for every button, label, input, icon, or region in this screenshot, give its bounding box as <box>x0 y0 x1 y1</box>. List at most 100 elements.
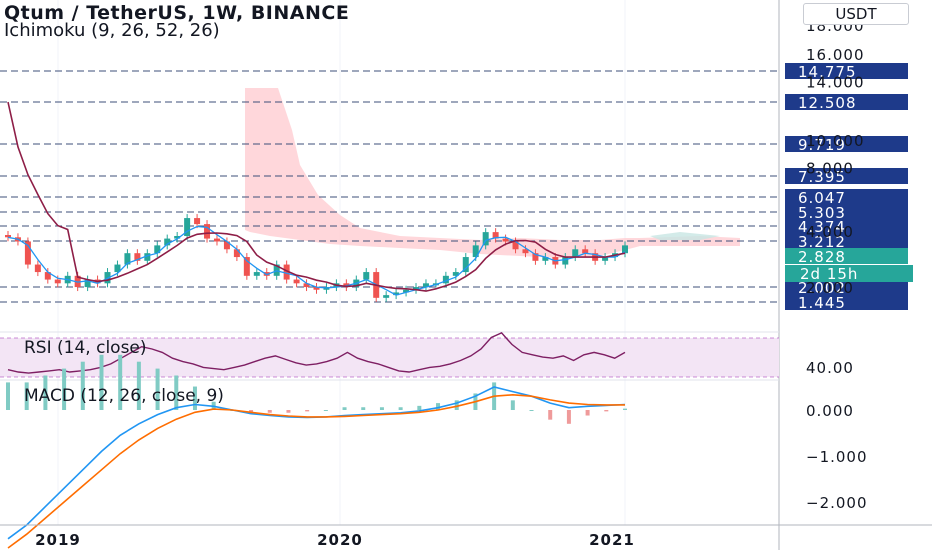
macd-hist-29 <box>548 410 553 420</box>
candle-47 <box>472 245 479 258</box>
level-label-bg-4 <box>785 189 908 205</box>
price-tick-2: 14.000 <box>806 74 865 92</box>
cloud-area <box>245 88 740 258</box>
candle-23 <box>233 249 240 258</box>
time-axis[interactable]: 2019 2020 2021 <box>0 524 932 549</box>
macd-hist-27 <box>510 400 515 410</box>
candle-38 <box>383 295 390 298</box>
macd-hist-32 <box>604 410 609 412</box>
macd-hist-0 <box>6 382 10 410</box>
candle-2 <box>24 241 31 265</box>
time-tick-2: 2021 <box>589 531 635 549</box>
candle-36 <box>363 272 370 280</box>
candle-4 <box>44 272 51 280</box>
macd-tick-2: −2.000 <box>806 494 868 512</box>
ichimoku-lines <box>7 101 626 296</box>
candle-11 <box>114 264 121 273</box>
level-label-bg-8 <box>785 279 908 295</box>
candle-13 <box>134 253 141 261</box>
macd-hist-14 <box>267 410 272 413</box>
candle-46 <box>462 257 469 273</box>
price-axis[interactable]: 18.00016.00014.00010.0008.0004.0002.0002… <box>785 17 913 297</box>
rsi-pane[interactable]: 40.00 <box>0 332 854 378</box>
candle-12 <box>124 253 131 265</box>
macd-hist-7 <box>136 361 141 410</box>
macd-hist-24 <box>454 400 459 410</box>
macd-label[interactable]: MACD (12, 26, close, 9) <box>24 386 224 406</box>
candle-42 <box>422 283 429 288</box>
chart-title: Qtum / TetherUS, 1W, BINANCE <box>4 2 350 24</box>
price-tick-6: 2.000 <box>806 279 854 297</box>
candle-22 <box>223 241 230 250</box>
indicator-label[interactable]: Ichimoku (9, 26, 52, 26) <box>4 20 220 41</box>
price-tick-3: 10.000 <box>806 132 865 150</box>
candle-31 <box>313 287 320 290</box>
candle-62 <box>622 245 628 254</box>
cloud-future-green <box>650 232 720 240</box>
ichimoku-cloud <box>245 88 740 258</box>
candle-29 <box>293 279 300 284</box>
candle-25 <box>253 272 260 276</box>
price-tick-1: 16.000 <box>806 46 865 64</box>
macd-hist-2 <box>43 375 48 410</box>
macd-hist-30 <box>566 410 571 424</box>
rsi-line <box>7 332 626 374</box>
candle-53 <box>532 253 539 261</box>
candle-3 <box>34 264 41 273</box>
level-label-bg-6 <box>785 218 908 234</box>
rsi-label[interactable]: RSI (14, close) <box>24 338 147 358</box>
candle-60 <box>602 257 609 261</box>
macd-hist-9 <box>174 375 179 410</box>
macd-hist-31 <box>585 410 590 416</box>
macd-hist-22 <box>417 405 422 410</box>
candle-40 <box>403 289 410 293</box>
macd-hist-17 <box>323 410 328 411</box>
level-label-bg-7 <box>785 233 908 249</box>
candle-24 <box>243 257 250 276</box>
level-label-bg-3 <box>785 168 908 184</box>
last-price-bg <box>785 248 908 264</box>
candle-8 <box>84 279 91 288</box>
macd-hist-8 <box>155 368 160 410</box>
level-label-bg-9 <box>785 294 908 310</box>
level-label-3: 7.395 <box>798 168 846 186</box>
rsi-band <box>0 338 779 377</box>
candle-56 <box>562 257 569 265</box>
candle-58 <box>582 249 589 254</box>
macd-tick-0: 0.000 <box>806 402 854 420</box>
candle-54 <box>542 257 549 261</box>
level-label-bg-1 <box>785 94 908 110</box>
macd-hist-33 <box>623 408 627 410</box>
macd-hist-6 <box>118 354 123 410</box>
signal-line <box>7 393 625 549</box>
candle-51 <box>512 241 519 250</box>
candle-48 <box>482 232 489 246</box>
candle-28 <box>283 264 290 280</box>
price-tick-5: 4.000 <box>806 223 854 241</box>
level-label-1: 12.508 <box>798 94 857 112</box>
macd-hist-18 <box>342 407 347 410</box>
candle-50 <box>502 238 509 242</box>
candle-45 <box>452 272 459 276</box>
level-label-6: 4.374 <box>798 218 846 236</box>
candle-52 <box>522 249 529 254</box>
candle-30 <box>303 283 310 288</box>
price-levels: 14.775 12.508 9.719 7.395 6.0475.3034.3743.2… <box>0 63 908 312</box>
time-tick-0: 2019 <box>35 531 81 549</box>
currency-button[interactable]: USDT <box>803 3 909 25</box>
candle-19 <box>194 218 201 225</box>
candle-57 <box>572 249 579 258</box>
macd-pane[interactable]: 0.000 −1.000 −2.000 <box>6 354 868 549</box>
macd-hist-16 <box>305 410 310 412</box>
macd-hist-20 <box>379 407 384 410</box>
level-label-0: 14.775 <box>798 63 857 81</box>
candle-39 <box>393 292 400 296</box>
candle-49 <box>492 232 499 239</box>
grid <box>0 0 780 550</box>
macd-hist-10 <box>192 386 197 410</box>
macd-hist-5 <box>99 354 104 410</box>
candle-16 <box>164 238 171 246</box>
level-label-bg-0 <box>785 63 908 79</box>
macd-hist-23 <box>436 403 441 410</box>
